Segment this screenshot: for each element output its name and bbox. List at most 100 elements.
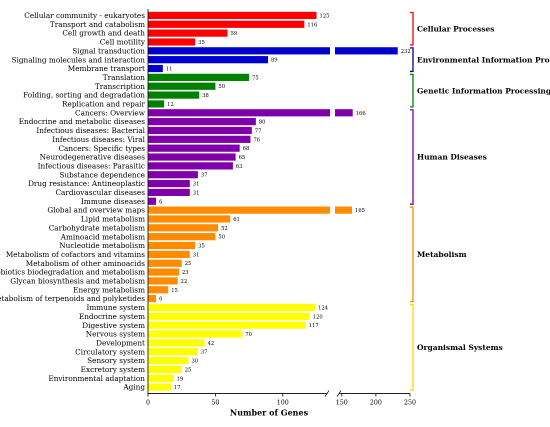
bar: [148, 73, 250, 81]
value-label: 117: [309, 323, 319, 329]
bar: [148, 312, 310, 320]
category-label: Environmental adaptation: [48, 374, 145, 383]
value-label: 50: [218, 84, 225, 90]
category-label: Signal transduction: [72, 46, 145, 55]
value-label: 166: [356, 111, 366, 117]
bar: [148, 20, 305, 28]
bar: [148, 206, 330, 214]
value-label: 31: [193, 182, 200, 188]
x-tick-label: 0: [146, 400, 150, 407]
bar: [148, 56, 268, 64]
category-label: Lipid metabolism: [81, 215, 145, 224]
bar: [148, 162, 233, 170]
value-label: 6: [159, 199, 162, 205]
x-tick-label: 200: [370, 400, 382, 407]
value-label: 30: [191, 359, 198, 365]
group-bracket: [410, 47, 414, 73]
value-label: 17: [174, 385, 181, 391]
group-label: Cellular Processes: [417, 24, 495, 33]
bar: [148, 233, 216, 241]
x-tick-label: 150: [336, 400, 348, 407]
category-label: Cancers: Specific types: [58, 144, 145, 153]
category-label: Neurodegenerative diseases: [40, 153, 146, 162]
category-label: Development: [96, 338, 145, 347]
group-label: Environmental Information Processing: [417, 55, 550, 64]
value-label: 76: [253, 137, 260, 143]
value-label: 38: [202, 93, 209, 99]
category-label: Drug resistance: Antineoplastic: [28, 179, 145, 188]
bar: [148, 224, 219, 232]
category-label: Global and overview maps: [47, 206, 145, 215]
category-label: Energy metabolism: [73, 285, 145, 294]
category-label: Glycan biosynthesis and metabolism: [10, 277, 145, 286]
value-label: 232: [401, 49, 411, 55]
category-label: Aminoacid metabolism: [60, 232, 145, 241]
bar: [148, 11, 317, 20]
category-label: Circulatory system: [75, 347, 145, 356]
category-label: Aging: [122, 383, 145, 392]
value-label: 75: [252, 75, 259, 81]
bar: [148, 109, 330, 117]
category-label: Transcription: [95, 82, 145, 91]
bar: [148, 118, 256, 126]
bar-continued: [335, 206, 353, 214]
bar: [148, 29, 228, 37]
bar: [148, 365, 182, 374]
group-bracket: [410, 206, 414, 303]
bar: [148, 188, 190, 197]
value-label: 22: [181, 279, 188, 285]
value-label: 63: [236, 164, 243, 170]
value-label: 25: [185, 367, 192, 373]
value-label: 35: [198, 244, 205, 250]
group-label: Human Diseases: [417, 153, 487, 162]
value-label: 31: [193, 190, 200, 196]
bar: [148, 250, 190, 258]
value-label: 65: [239, 155, 246, 161]
value-label: 50: [218, 235, 225, 241]
category-label: Membrane transport: [68, 64, 145, 73]
bar: [148, 374, 174, 382]
bar: [148, 126, 252, 135]
category-label: Infectious diseases: Bacterial: [36, 126, 145, 135]
axis-break-mark: [324, 390, 330, 397]
category-label: Nervous system: [86, 330, 145, 339]
category-label: Carbohydrate metabolism: [49, 223, 145, 232]
category-label: Xenobiotics biodegradation and metabolis…: [0, 268, 145, 277]
category-label: Folding, sorting and degradation: [23, 91, 145, 100]
bar: [148, 47, 330, 55]
category-label: Cancers: Overview: [75, 108, 146, 117]
bar: [148, 241, 196, 250]
bar: [148, 153, 236, 161]
bar: [148, 303, 316, 312]
bar: [148, 286, 169, 294]
bar: [148, 135, 251, 143]
bar-continued: [335, 47, 398, 55]
value-label: 116: [307, 22, 317, 28]
category-label: Digestive system: [82, 321, 145, 330]
group-bracket: [410, 73, 414, 108]
category-label: Translation: [103, 73, 145, 82]
bar: [148, 268, 180, 276]
bar: [148, 64, 163, 73]
bar: [148, 215, 231, 223]
bar: [148, 339, 205, 347]
category-label: Cellular community - eukaryotes: [24, 11, 145, 20]
value-label: 6: [159, 297, 162, 303]
bar: [148, 144, 240, 152]
value-label: 37: [201, 350, 208, 356]
value-label: 61: [233, 217, 240, 223]
value-label: 35: [198, 40, 205, 46]
category-label: Immune diseases: [81, 197, 145, 206]
bar: [148, 91, 200, 99]
x-axis-title: Number of Genes: [230, 408, 309, 418]
value-label: 15: [171, 288, 178, 294]
bar: [148, 179, 190, 188]
bar: [148, 295, 157, 303]
value-label: 52: [221, 226, 228, 232]
bar: [148, 82, 216, 90]
category-label: Signaling molecules and interaction: [12, 55, 146, 64]
category-label: Metabolism of other aminoacids: [26, 259, 145, 268]
value-label: 42: [208, 341, 215, 347]
category-label: Cell growth and death: [62, 29, 145, 38]
